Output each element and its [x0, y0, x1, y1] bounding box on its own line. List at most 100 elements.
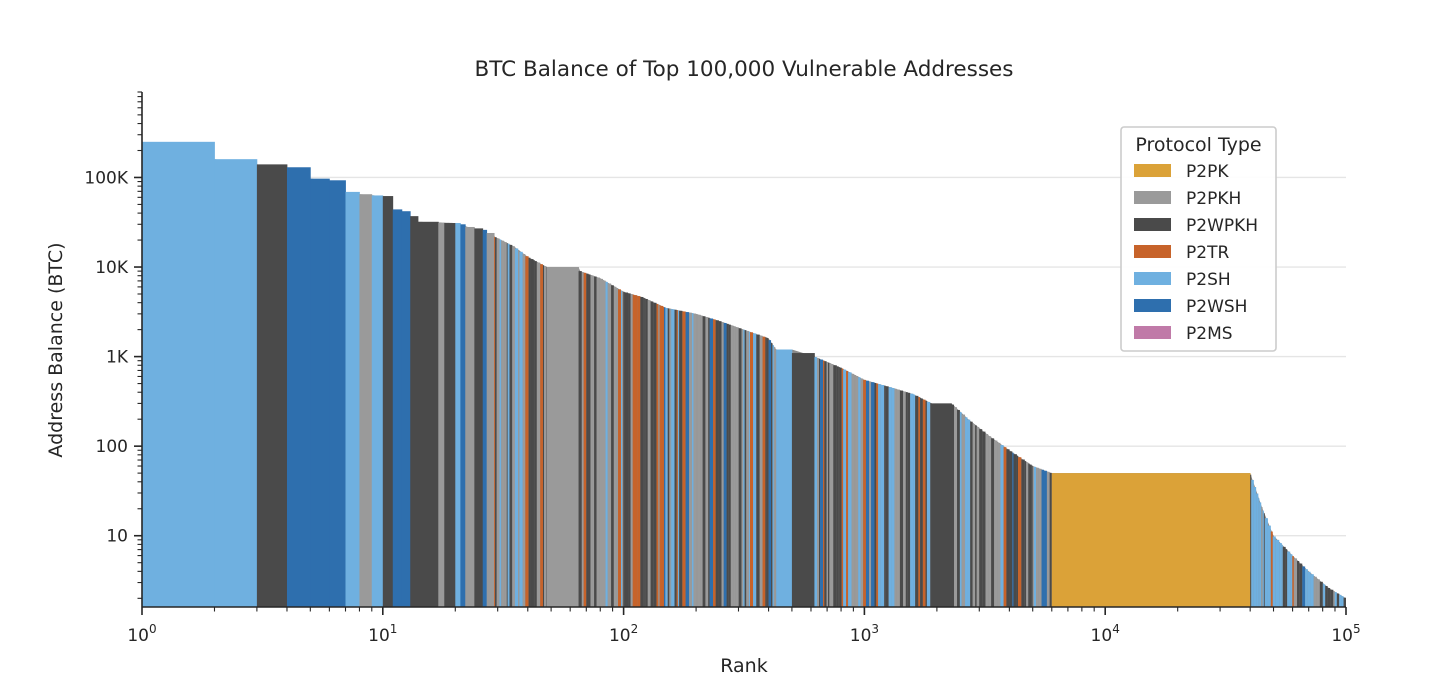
bar-p2pkh [701, 316, 703, 607]
bar-p2pkh [689, 313, 692, 607]
bar-p2wpkh [534, 260, 535, 607]
bar-p2pkh [760, 336, 763, 607]
bar-p2wpkh [628, 293, 631, 607]
x-tick-label: 100 [127, 622, 156, 646]
bar-p2wpkh [507, 243, 508, 607]
bar-p2pkh [631, 294, 633, 607]
bar-p2pkh [698, 315, 701, 607]
legend-swatch [1134, 326, 1171, 339]
legend-label: P2PKH [1186, 189, 1241, 209]
bar-p2wpkh [474, 228, 483, 607]
bar-p2wpkh [930, 403, 931, 607]
bar-p2wpkh [653, 303, 656, 607]
bar-p2sh [843, 370, 846, 607]
bar-p2tr [846, 371, 848, 607]
bar-p2tr [656, 304, 658, 607]
bar-p2sh [1305, 569, 1308, 607]
bar-p2wpkh [645, 299, 648, 607]
bar-p2wpkh [900, 391, 903, 607]
bar-p2pkh [903, 391, 906, 607]
bar-p2pkh [733, 326, 735, 607]
legend-label: P2PK [1186, 162, 1229, 182]
bar-p2wsh [664, 307, 665, 607]
bar-p2pkh [856, 376, 858, 607]
bar-p2wpkh [1006, 449, 1009, 607]
bar-p2wpkh [1025, 461, 1026, 607]
bar-p2pkh [736, 327, 739, 607]
bar-p2wpkh [1010, 451, 1013, 607]
bar-p2sh [753, 333, 756, 607]
bar-p2pkh [590, 275, 592, 607]
bar-p2wpkh [675, 310, 677, 607]
bar-p2pkh [648, 300, 651, 607]
legend-swatch [1134, 245, 1171, 258]
bar-p2wpkh [906, 392, 908, 607]
bar-p2wpkh [756, 335, 759, 607]
bar-p2sh [1000, 445, 1003, 607]
bar-p2sh [1273, 537, 1276, 608]
bar-p2wpkh [418, 222, 439, 607]
legend-swatch [1134, 218, 1171, 231]
bar-p2pkh [742, 329, 744, 607]
bar-p2wsh [769, 340, 771, 607]
bar-p2wpkh [837, 366, 839, 607]
bar-p2pkh [582, 272, 584, 607]
bar-p2sh [1324, 584, 1325, 607]
bar-p2wpkh [611, 285, 614, 607]
bar-p2sh [519, 252, 522, 607]
bar-p2pkh [1033, 466, 1034, 607]
bar-p2tr [634, 295, 637, 607]
bar-p2pkh [616, 288, 618, 607]
bar-p2wsh [483, 230, 487, 607]
bar-p2pkh [722, 322, 724, 607]
bar-p2wpkh [765, 337, 766, 607]
bar-p2wsh [686, 312, 689, 607]
bar-p2pkh [894, 389, 896, 607]
legend: Protocol Type P2PKP2PKHP2WPKHP2TRP2SHP2W… [1121, 127, 1276, 351]
bar-p2sh [1287, 552, 1290, 607]
bar-p2pkh [775, 350, 776, 608]
bar-p2wsh [710, 319, 713, 608]
bar-p2wpkh [1264, 513, 1265, 607]
bar-p2wpkh [982, 432, 985, 607]
chart-title: BTC Balance of Top 100,000 Vulnerable Ad… [475, 57, 1014, 82]
bar-p2pkh [1039, 469, 1042, 607]
bar-p2tr [637, 296, 640, 607]
bar-p2pkh [854, 375, 856, 607]
bar-p2sh [1034, 467, 1036, 607]
bar-p2pkh [1026, 462, 1028, 607]
bar-p2sh [1259, 502, 1261, 607]
bar-p2tr [1004, 447, 1007, 607]
bar-p2wpkh [833, 365, 836, 607]
legend-label: P2WSH [1186, 297, 1247, 317]
legend-label: P2MS [1186, 324, 1233, 344]
bar-p2pkh [544, 266, 546, 607]
bar-p2tr [1271, 532, 1273, 607]
bar-p2tr [918, 397, 920, 607]
bar-p2sh [965, 417, 967, 607]
bar-p2wpkh [535, 261, 537, 607]
bar-p2wpkh [579, 271, 582, 607]
bar-p2wpkh [1017, 456, 1018, 607]
bar-p2pkh [465, 227, 475, 607]
bar-p2wpkh [926, 401, 927, 607]
bar-p2sh [772, 345, 773, 607]
bar-p2wpkh [874, 383, 876, 607]
legend-swatch [1134, 272, 1171, 285]
bar-p2pkh [438, 223, 444, 607]
bar-p2wpkh [908, 393, 910, 607]
bar-p2wpkh [767, 338, 768, 607]
bar-p2pkh [997, 443, 1000, 607]
bar-p2wpkh [979, 429, 982, 607]
bar-p2pkh [974, 424, 975, 607]
bar-p2sh [967, 420, 970, 607]
bar-p2wpkh [957, 410, 960, 607]
legend-label: P2WPKH [1186, 216, 1258, 236]
bar-p2wsh [1302, 566, 1305, 607]
bar-p2wpkh [1014, 454, 1017, 607]
bar-p2wpkh [975, 425, 977, 607]
bar-p2wpkh [643, 298, 644, 607]
bar-p2tr [494, 237, 495, 607]
bar-p2pkh [608, 284, 611, 607]
bar-p2pkh [518, 250, 519, 607]
